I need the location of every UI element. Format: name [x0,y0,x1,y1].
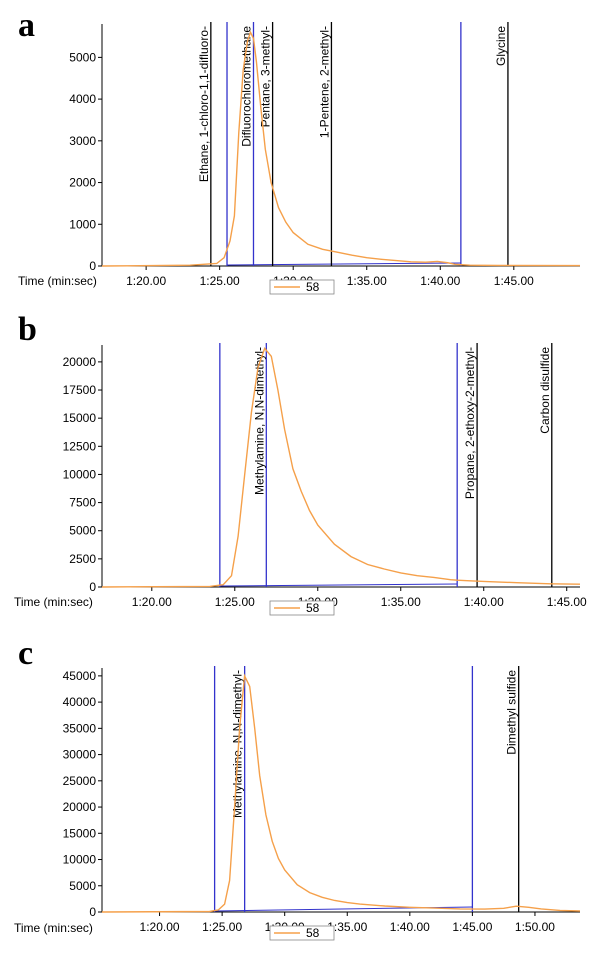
chart-b-panel-label: b [18,311,37,348]
chart-a-x-tick-label: 1:45.00 [494,274,534,288]
chart-a-x-tick-label: 1:25.00 [200,274,240,288]
chart-a-y-tick-label: 3000 [69,134,96,148]
chart-c-x-tick-label: 1:35.00 [327,920,367,934]
chart-b-legend-label: 58 [306,601,320,615]
chart-b-x-tick-label: 1:40.00 [464,595,504,609]
chart-b-x-tick-label: 1:25.00 [215,595,255,609]
chart-b-y-tick-label: 20000 [63,355,97,369]
chart-a-marker-label: Difluorochloromethane [239,26,253,147]
chart-c-y-tick-label: 10000 [63,853,97,867]
chart-a-y-tick-label: 4000 [69,92,96,106]
chart-c-x-axis-title: Time (min:sec) [14,921,93,935]
chart-b-y-tick-label: 7500 [69,496,96,510]
chart-b-marker-label: Methylamine, N,N-dimethyl- [252,347,266,495]
chart-b-y-tick-label: 10000 [63,467,97,481]
chart-b-series-line [101,347,581,588]
chart-a-marker-label: 1-Pentene, 2-methyl- [317,26,331,138]
chart-a-x-tick-label: 1:20.00 [126,274,166,288]
chart-c-y-tick-label: 5000 [69,879,96,893]
chart-b-x-tick-label: 1:35.00 [381,595,421,609]
chart-a-y-tick-label: 2000 [69,176,96,190]
chart-c-legend-label: 58 [306,926,320,940]
chart-a-x-axis-title: Time (min:sec) [18,274,97,288]
chart-c-panel-label: c [18,635,33,672]
chart-c-x-tick-label: 1:25.00 [202,920,242,934]
chart-b-x-axis-title: Time (min:sec) [14,595,93,609]
chart-a-marker-label: Glycine [494,26,508,66]
chart-b: b 0 2500 5000 7500 10000 12500 15000 17500 20000 1… [14,311,587,616]
chart-a-y-tick-label: 0 [89,259,96,273]
chart-a-x-tick-label: 1:35.00 [347,274,387,288]
chart-c-y-tick-label: 25000 [63,774,97,788]
chart-c-y-tick-label: 20000 [63,800,97,814]
chart-b-x-tick-label: 1:20.00 [132,595,172,609]
chart-c-y-tick-label: 15000 [63,826,97,840]
chart-c-y-tick-label: 30000 [63,748,97,762]
chart-a-y-tick-label: 5000 [69,50,96,64]
chart-c-x-tick-label: 1:50.00 [515,920,555,934]
chart-c-x-tick-label: 1:40.00 [390,920,430,934]
chart-b-legend: 58 [269,600,335,616]
chart-c-legend-box [269,925,335,941]
chart-c-y-tick-label: 40000 [63,695,97,709]
chart-b-y-tick-label: 12500 [63,439,97,453]
chart-a-x-tick-label: 1:40.00 [420,274,460,288]
chart-a-legend-label: 58 [306,280,320,294]
chart-a-marker-label: Ethane, 1-chloro-1,1-difluoro- [197,26,211,182]
chart-a-marker-label: Pentane, 3-methyl- [259,26,273,127]
chart-a-series-line [101,30,581,267]
chart-b-marker-label: Carbon disulfide [538,347,552,434]
chart-b-y-tick-label: 5000 [69,524,96,538]
chart-b-y-tick-label: 15000 [63,411,97,425]
chart-a-panel-label: a [18,7,35,44]
chart-b-y-tick-label: 2500 [69,552,96,566]
chart-b-y-tick-label: 0 [89,580,96,594]
chart-b-marker-label: Propane, 2-ethoxy-2-methyl- [463,347,477,499]
chart-c-y-tick-label: 45000 [63,669,97,683]
chart-c-y-tick-label: 35000 [63,721,97,735]
chart-c-legend: 58 [269,925,335,941]
chart-a-legend-box [269,279,335,295]
chart-c-x-tick-label: 1:45.00 [452,920,492,934]
chart-a: a0100020003000400050001:20.001:25.001:30… [18,7,581,295]
chart-a-baseline [227,262,461,266]
chart-b-x-tick-label: 1:45.00 [547,595,587,609]
chart-c: c 0 5000 10000 15000 20000 25000 30000 35000 4000… [14,635,581,941]
chart-b-y-tick-label: 17500 [63,383,97,397]
chart-c-x-tick-label: 1:20.00 [140,920,180,934]
chart-a-y-tick-label: 1000 [69,217,96,231]
chart-c-y-tick-label: 0 [89,905,96,919]
chart-a-legend: 58 [269,279,335,295]
chart-c-series-line [101,673,581,913]
chart-b-legend-box [269,600,335,616]
chart-b-baseline [219,583,458,587]
chart-c-marker-label: Dimethyl sulfide [505,670,519,755]
